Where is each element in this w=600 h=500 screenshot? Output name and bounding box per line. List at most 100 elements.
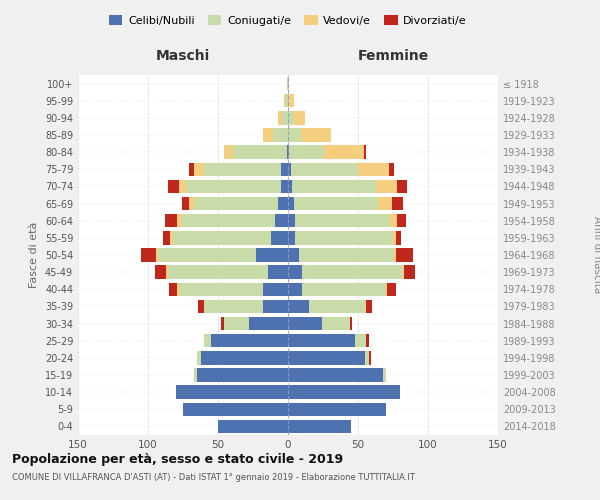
Bar — [268, 266, 288, 279]
Bar — [284, 94, 285, 108]
Bar — [289, 94, 293, 108]
Bar — [365, 351, 369, 364]
Text: Anni di nascita: Anni di nascita — [592, 216, 600, 294]
Bar — [263, 300, 288, 313]
Bar — [377, 197, 392, 210]
Bar — [165, 214, 178, 228]
Bar — [369, 351, 371, 364]
Bar — [288, 214, 295, 228]
Bar — [367, 334, 369, 347]
Bar — [288, 197, 293, 210]
Bar — [249, 317, 288, 330]
Bar — [201, 351, 288, 364]
Bar — [358, 162, 389, 176]
Bar — [292, 180, 376, 193]
Bar — [396, 248, 413, 262]
Bar — [288, 146, 289, 159]
Bar — [155, 266, 166, 279]
Bar — [178, 282, 179, 296]
Bar — [158, 248, 256, 262]
Bar — [288, 368, 383, 382]
Bar — [221, 317, 224, 330]
Bar — [288, 128, 301, 141]
Bar — [397, 214, 406, 228]
Bar — [281, 180, 288, 193]
Bar — [404, 266, 415, 279]
Bar — [288, 231, 295, 244]
Bar — [182, 214, 275, 228]
Bar — [263, 282, 288, 296]
Bar — [288, 420, 351, 433]
Bar — [167, 180, 179, 193]
Bar — [157, 248, 158, 262]
Text: COMUNE DI VILLAFRANCA D'ASTI (AT) - Dati ISTAT 1° gennaio 2019 - Elaborazione TU: COMUNE DI VILLAFRANCA D'ASTI (AT) - Dati… — [12, 472, 415, 482]
Bar — [188, 197, 194, 210]
Bar — [288, 266, 302, 279]
Bar — [288, 402, 386, 416]
Bar — [295, 231, 393, 244]
Bar — [288, 300, 309, 313]
Bar — [169, 282, 178, 296]
Bar — [194, 368, 197, 382]
Bar — [166, 266, 167, 279]
Bar — [285, 94, 288, 108]
Bar — [204, 162, 281, 176]
Bar — [291, 162, 358, 176]
Bar — [218, 420, 288, 433]
Bar — [204, 334, 211, 347]
Bar — [275, 214, 288, 228]
Bar — [325, 146, 364, 159]
Bar — [383, 368, 386, 382]
Bar — [397, 180, 407, 193]
Bar — [197, 368, 288, 382]
Bar — [386, 282, 388, 296]
Bar — [299, 248, 394, 262]
Bar — [233, 146, 287, 159]
Bar — [389, 162, 394, 176]
Bar — [194, 162, 204, 176]
Bar — [188, 162, 194, 176]
Bar — [271, 231, 288, 244]
Bar — [393, 231, 396, 244]
Bar — [350, 317, 352, 330]
Bar — [302, 282, 386, 296]
Text: Popolazione per età, sesso e stato civile - 2019: Popolazione per età, sesso e stato civil… — [12, 452, 343, 466]
Bar — [163, 231, 170, 244]
Legend: Celibi/Nubili, Coniugati/e, Vedovi/e, Divorziati/e: Celibi/Nubili, Coniugati/e, Vedovi/e, Di… — [105, 10, 471, 30]
Bar — [199, 300, 204, 313]
Bar — [197, 351, 201, 364]
Bar — [288, 334, 355, 347]
Bar — [293, 111, 305, 124]
Bar — [288, 162, 291, 176]
Bar — [302, 266, 403, 279]
Bar — [176, 386, 288, 399]
Bar — [287, 77, 288, 90]
Bar — [272, 128, 288, 141]
Bar — [288, 317, 322, 330]
Bar — [173, 231, 271, 244]
Bar — [388, 282, 396, 296]
Bar — [224, 317, 249, 330]
Bar — [365, 300, 367, 313]
Bar — [367, 300, 372, 313]
Text: Maschi: Maschi — [156, 49, 210, 63]
Bar — [295, 214, 390, 228]
Bar — [178, 214, 182, 228]
Bar — [396, 231, 401, 244]
Bar — [288, 77, 289, 90]
Bar — [288, 282, 302, 296]
Bar — [182, 197, 188, 210]
Bar — [309, 300, 365, 313]
Bar — [211, 334, 288, 347]
Bar — [288, 351, 365, 364]
Bar — [288, 111, 293, 124]
Bar — [293, 197, 377, 210]
Bar — [183, 402, 288, 416]
Y-axis label: Fasce di età: Fasce di età — [29, 222, 39, 288]
Text: Femmine: Femmine — [358, 49, 428, 63]
Bar — [194, 197, 278, 210]
Bar — [403, 266, 404, 279]
Bar — [376, 180, 397, 193]
Bar — [394, 248, 396, 262]
Bar — [288, 180, 292, 193]
